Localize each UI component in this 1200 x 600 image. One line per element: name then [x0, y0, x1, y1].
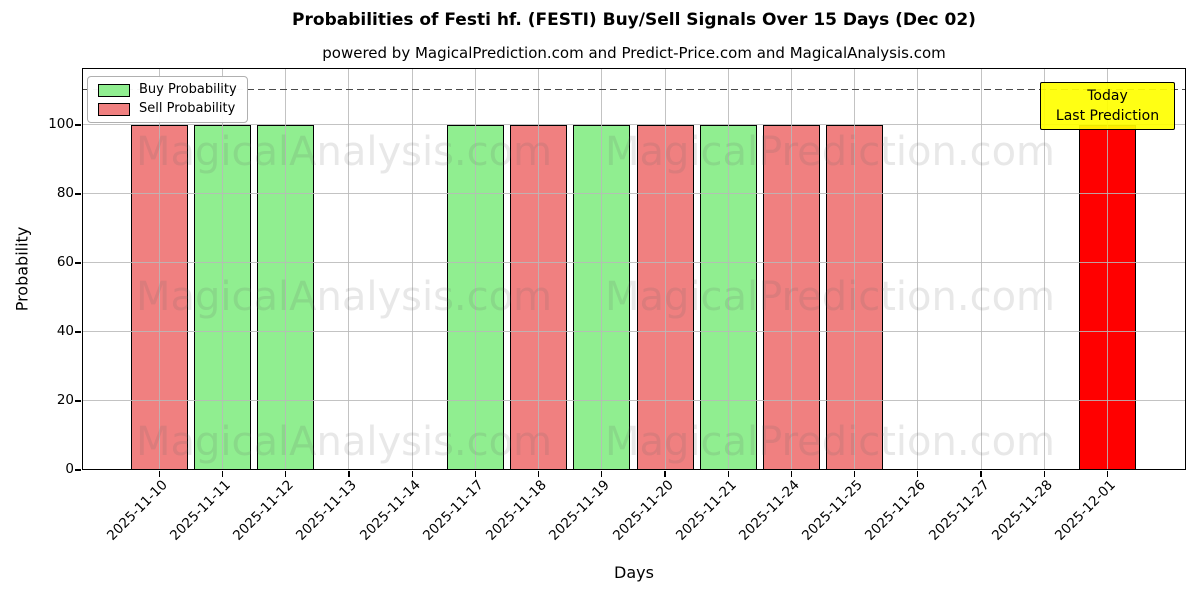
x-tick-mark: [158, 471, 160, 477]
x-gridline: [1107, 68, 1108, 470]
x-gridline: [348, 68, 350, 470]
x-gridline: [601, 68, 603, 470]
x-gridline: [538, 68, 540, 470]
x-tick-label: 2025-11-26: [862, 477, 930, 544]
x-gridline: [474, 68, 476, 470]
y-tick-mark: [75, 331, 81, 333]
x-gridline: [1043, 68, 1045, 470]
legend-item-buy: Buy Probability: [98, 83, 237, 97]
today-annotation: Today Last Prediction: [1040, 82, 1175, 130]
x-gridline: [411, 68, 413, 470]
y-tick-label: 60: [56, 253, 74, 270]
watermark-text: MagicalAnalysis.com: [135, 419, 553, 465]
y-gridline: [82, 261, 1186, 263]
x-gridline: [917, 68, 919, 470]
x-tick-label: 2025-11-14: [356, 477, 424, 544]
x-tick-mark: [221, 471, 224, 477]
x-tick-mark: [1043, 471, 1045, 477]
x-tick-label: 2025-11-28: [988, 477, 1056, 544]
threshold-line: [82, 89, 1186, 91]
x-tick-label: 2025-11-18: [483, 477, 550, 544]
x-gridline: [790, 68, 792, 470]
watermark-text: MagicalPrediction.com: [605, 419, 1055, 465]
y-axis-label: Probability: [12, 226, 32, 312]
y-gridline: [82, 123, 1186, 125]
x-tick-mark: [601, 471, 603, 477]
legend: Buy Probability Sell Probability: [87, 76, 248, 123]
x-gridline: [980, 68, 982, 470]
x-tick-mark: [664, 471, 666, 477]
x-gridline: [221, 68, 223, 470]
watermark-text: MagicalAnalysis.com: [135, 274, 553, 320]
y-gridline: [82, 192, 1186, 194]
y-tick-mark: [75, 469, 81, 471]
x-gridline: [285, 68, 287, 470]
x-gridline: [854, 68, 856, 470]
watermark-text: MagicalAnalysis.com: [135, 129, 553, 175]
x-tick-mark: [854, 471, 856, 477]
legend-swatch-sell: [98, 102, 130, 116]
y-tick-label: 20: [56, 391, 74, 408]
x-tick-label: 2025-11-12: [230, 477, 298, 544]
x-tick-label: 2025-11-10: [103, 477, 171, 544]
x-tick-mark: [348, 471, 350, 477]
legend-item-sell: Sell Probability: [98, 102, 237, 116]
y-gridline: [82, 400, 1186, 401]
x-tick-label: 2025-11-24: [735, 477, 803, 544]
y-tick-mark: [75, 193, 81, 195]
watermark-text: MagicalPrediction.com: [605, 274, 1055, 320]
annotation-line2: Last Prediction: [1055, 108, 1160, 124]
chart-title: Probabilities of Festi hf. (FESTI) Buy/S…: [292, 10, 976, 30]
y-tick-label: 100: [48, 115, 74, 132]
x-tick-mark: [474, 471, 476, 477]
annotation-line1: Today: [1087, 88, 1128, 104]
y-tick-label: 0: [65, 461, 74, 477]
legend-label-sell: Sell Probability: [139, 101, 236, 116]
x-tick-mark: [411, 471, 413, 477]
x-tick-mark: [285, 471, 287, 477]
y-tick-mark: [75, 124, 81, 126]
legend-label-buy: Buy Probability: [139, 82, 237, 97]
y-tick-mark: [75, 400, 81, 402]
y-gridline: [82, 330, 1186, 332]
x-tick-label: 2025-11-27: [925, 477, 993, 544]
chart-subtitle: powered by MagicalPrediction.com and Pre…: [322, 44, 946, 62]
x-tick-mark: [980, 471, 982, 477]
x-tick-label: 2025-11-21: [672, 477, 740, 544]
x-axis-label: Days: [614, 563, 654, 582]
x-tick-mark: [790, 471, 793, 477]
y-tick-label: 80: [56, 184, 74, 201]
y-tick-label: 40: [56, 322, 74, 339]
x-tick-label: 2025-11-20: [609, 477, 677, 544]
x-tick-mark: [1106, 471, 1109, 477]
plot-area: Buy Probability Sell Probability Today L…: [75, 68, 1186, 544]
x-tick-mark: [537, 471, 540, 477]
x-tick-label: 2025-11-19: [546, 477, 614, 544]
x-tick-mark: [727, 471, 729, 477]
x-tick-label: 2025-11-13: [293, 477, 361, 544]
x-tick-label: 2025-11-25: [799, 477, 866, 544]
x-tick-label: 2025-12-01: [1052, 477, 1119, 544]
x-tick-label: 2025-11-11: [166, 477, 234, 544]
x-tick-mark: [917, 471, 919, 477]
x-gridline: [664, 68, 666, 470]
y-tick-mark: [75, 262, 81, 264]
x-gridline: [158, 68, 160, 470]
x-tick-label: 2025-11-17: [419, 477, 487, 544]
legend-swatch-buy: [98, 83, 130, 97]
watermark-text: MagicalPrediction.com: [605, 129, 1055, 175]
x-gridline: [727, 68, 729, 470]
